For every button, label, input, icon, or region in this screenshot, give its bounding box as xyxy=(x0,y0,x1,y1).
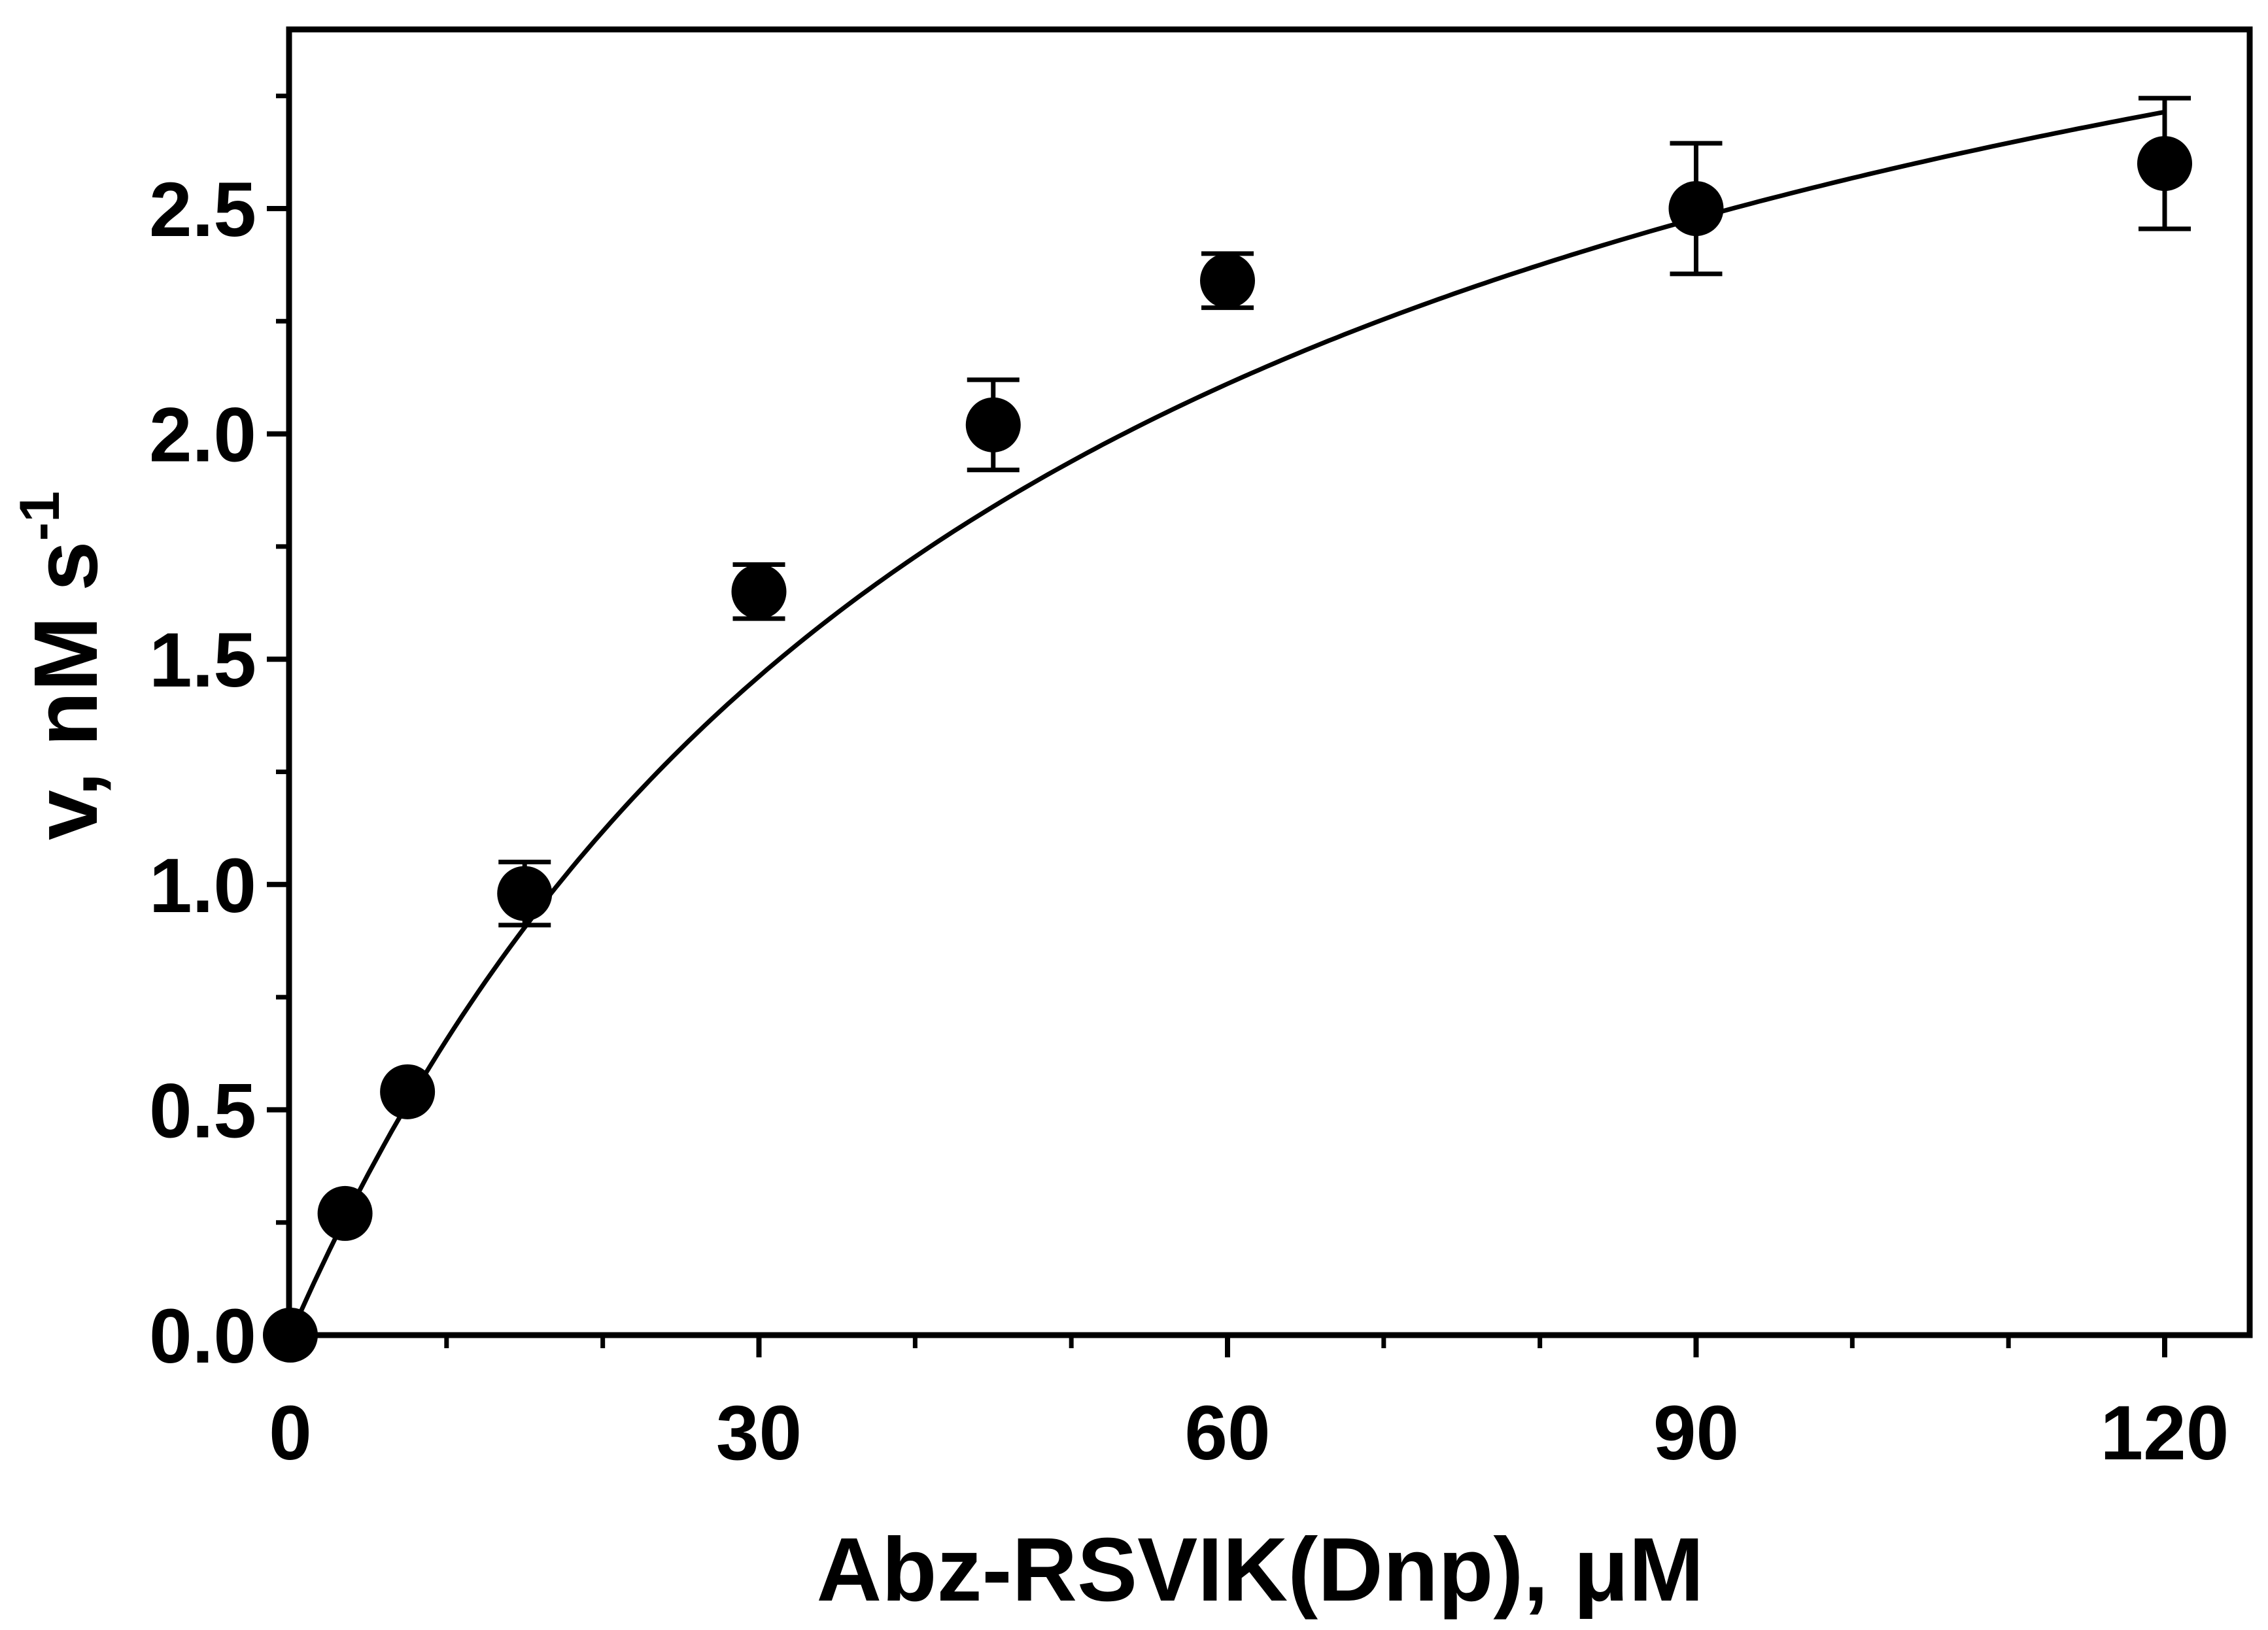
data-point xyxy=(1200,253,1255,309)
y-axis-title-superscript: -1 xyxy=(9,491,71,541)
y-tick-label: 0.5 xyxy=(149,1068,256,1154)
data-point xyxy=(380,1064,436,1119)
y-axis: 0.0 0.5 1.0 1.5 2.0 2.5 xyxy=(149,93,289,1380)
data-point xyxy=(731,564,787,619)
data-point xyxy=(2137,136,2192,192)
x-axis-title: Abz-RSVIK(Dnp), μM xyxy=(817,1520,1704,1620)
data-point xyxy=(317,1185,373,1241)
data-point xyxy=(965,397,1021,452)
y-tick-label: 1.5 xyxy=(149,617,256,704)
y-tick-label: 1.0 xyxy=(149,843,256,929)
x-axis: 0 30 60 90 120 xyxy=(269,1335,2229,1476)
plot-frame xyxy=(286,26,2253,1338)
x-tick-label: 60 xyxy=(1184,1390,1270,1476)
x-tick-label: 30 xyxy=(716,1390,802,1476)
plot-area xyxy=(263,26,2253,1363)
x-tick-label: 120 xyxy=(2101,1390,2229,1476)
y-axis-title-main: v, nM s xyxy=(16,541,116,840)
y-tick-label: 0.0 xyxy=(149,1293,256,1380)
x-tick-label: 90 xyxy=(1653,1390,1739,1476)
y-tick-label: 2.0 xyxy=(149,392,256,479)
fit-curve xyxy=(288,109,2165,1336)
y-axis-title: v, nM s-1 xyxy=(9,491,116,840)
y-tick-label: 2.5 xyxy=(149,167,256,253)
x-tick-label: 0 xyxy=(269,1390,312,1476)
data-point xyxy=(497,866,553,921)
data-point xyxy=(1668,181,1724,236)
